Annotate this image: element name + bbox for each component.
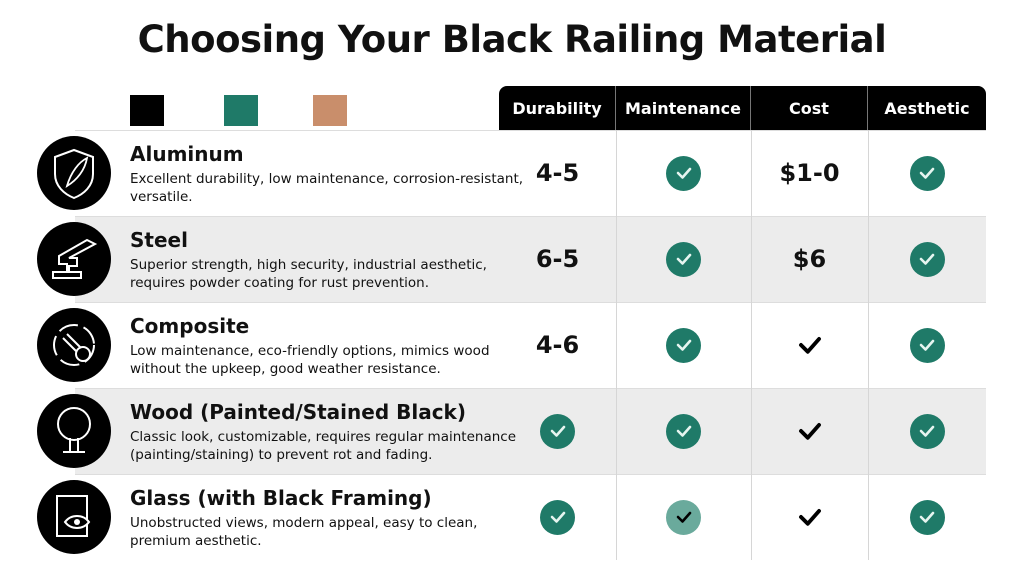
check-circle-icon [868, 130, 986, 216]
material-description: Low maintenance, eco-friendly options, m… [130, 343, 490, 377]
table-header: Durability Maintenance Cost Aesthetic [499, 86, 986, 130]
rating-value: 4-5 [499, 130, 616, 216]
check-icon [751, 388, 868, 474]
check-circle-icon [616, 216, 751, 302]
column-header-aesthetic: Aesthetic [884, 98, 970, 118]
color-swatch [224, 95, 258, 126]
table-row [75, 474, 986, 560]
check-circle-icon [868, 216, 986, 302]
table-row [75, 216, 986, 302]
table-row [75, 130, 986, 216]
table-row [75, 302, 986, 388]
tree-icon [37, 394, 111, 468]
rating-value: $6 [751, 216, 868, 302]
material-name: Aluminum [130, 142, 244, 166]
page-title: Choosing Your Black Railing Material [137, 18, 887, 61]
check-circle-icon [499, 474, 616, 560]
cell-text: 4-6 [535, 331, 580, 359]
glass-eye-icon [37, 480, 111, 554]
material-name: Composite [130, 314, 250, 338]
column-header-maintenance: Maintenance [616, 86, 751, 130]
check-circle-icon [616, 130, 751, 216]
table-row [75, 388, 986, 474]
color-swatch [313, 95, 347, 126]
color-swatch [130, 95, 164, 126]
check-circle-icon [868, 388, 986, 474]
rating-value: 6-5 [499, 216, 616, 302]
cell-text: 4-5 [535, 159, 580, 187]
column-divider [751, 130, 752, 560]
check-circle-icon [616, 388, 751, 474]
check-icon [751, 302, 868, 388]
material-description: Classic look, customizable, requires reg… [130, 429, 516, 463]
check-circle-icon [616, 302, 751, 388]
material-description: Excellent durability, low maintenance, c… [130, 171, 524, 205]
material-description: Unobstructed views, modern appeal, easy … [130, 515, 478, 549]
check-circle-icon [868, 302, 986, 388]
column-header-durability: Durability [499, 86, 616, 130]
material-name: Wood (Painted/Stained Black) [130, 400, 466, 424]
rating-value: $1-0 [751, 130, 868, 216]
cell-text: $6 [792, 245, 827, 273]
check-circle-icon [499, 388, 616, 474]
material-name: Steel [130, 228, 188, 252]
i-beam-icon [37, 222, 111, 296]
cell-text: 6-5 [535, 245, 580, 273]
column-divider [616, 130, 617, 560]
material-name: Glass (with Black Framing) [130, 486, 432, 510]
material-description: Superior strength, high security, indust… [130, 257, 487, 291]
column-divider [868, 130, 869, 560]
recycle-gear-icon [37, 308, 111, 382]
cell-text: $1-0 [779, 159, 840, 187]
check-icon [751, 474, 868, 560]
check-circle-icon [616, 474, 751, 560]
check-circle-icon [868, 474, 986, 560]
rating-value: 4-6 [499, 302, 616, 388]
shield-feather-icon [37, 136, 111, 210]
column-header-cost: Cost [751, 86, 868, 130]
